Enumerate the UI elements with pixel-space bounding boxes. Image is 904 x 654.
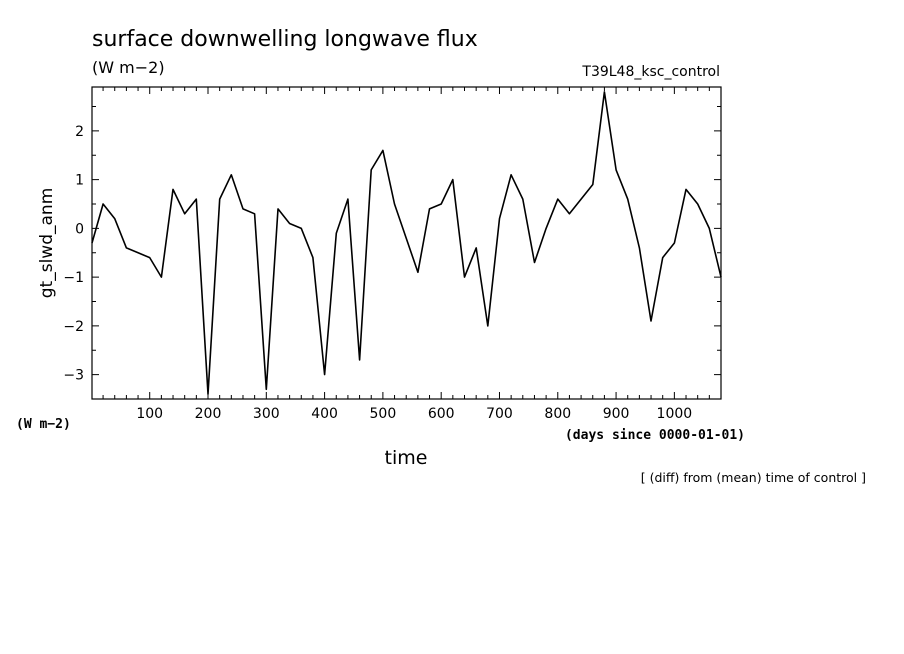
x-tick-label: 1000 — [657, 406, 693, 422]
x-tick-label: 800 — [544, 406, 571, 422]
y-tick-label: 2 — [75, 124, 84, 140]
x-tick-label: 600 — [428, 406, 455, 422]
y-tick-label: −1 — [63, 270, 84, 286]
x-axis-units: (days since 0000-01-01) — [565, 428, 745, 443]
y-tick-label: −3 — [63, 368, 84, 384]
x-tick-label: 200 — [195, 406, 222, 422]
y-axis-ticks: −3 −2 −1 0 1 2 — [63, 106, 721, 400]
run-label: T39L48_ksc_control — [581, 64, 720, 80]
x-tick-label: 900 — [603, 406, 630, 422]
chart-title: surface downwelling longwave flux — [92, 27, 478, 52]
y-tick-label: 0 — [75, 221, 84, 237]
x-tick-label: 300 — [253, 406, 280, 422]
y-axis-units: (W m−2) — [16, 417, 71, 432]
chart-note: [ (diff) from (mean) time of control ] — [641, 470, 866, 485]
y-tick-label: −2 — [63, 319, 84, 335]
series-layer — [91, 91, 722, 395]
x-axis-label: time — [385, 447, 428, 469]
y-tick-label: 1 — [75, 173, 84, 189]
series-line — [91, 91, 722, 395]
x-tick-label: 500 — [370, 406, 397, 422]
x-tick-label: 100 — [136, 406, 163, 422]
x-tick-label: 400 — [311, 406, 338, 422]
chart-units: (W m−2) — [92, 58, 165, 77]
x-tick-label: 700 — [486, 406, 513, 422]
y-axis-label: gt_slwd_anm — [37, 188, 57, 298]
plot-frame — [91, 86, 722, 400]
x-axis-ticks: 100 200 300 400 500 600 700 800 900 1000 — [102, 87, 710, 422]
